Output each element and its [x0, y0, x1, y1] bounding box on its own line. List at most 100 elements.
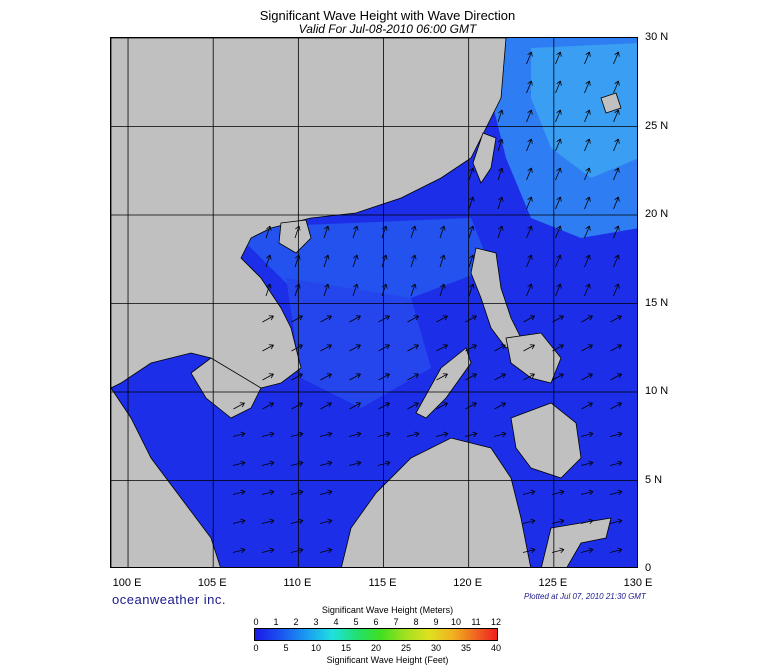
- colorbar-tick-feet: 40: [490, 643, 502, 653]
- wave-direction-arrow: [319, 547, 333, 554]
- map-subtitle: Valid For Jul-08-2010 06:00 GMT: [298, 22, 477, 36]
- wave-direction-arrow: [436, 402, 448, 410]
- wave-direction-arrow: [262, 315, 274, 323]
- wave-direction-arrow: [613, 167, 620, 181]
- wave-direction-arrow: [551, 518, 565, 525]
- wave-direction-arrow: [381, 283, 388, 297]
- wave-direction-arrow: [497, 225, 504, 239]
- longitude-label: 100 E: [112, 577, 142, 589]
- colorbar-tick-meters: 5: [353, 617, 359, 627]
- wave-direction-arrow: [468, 254, 475, 268]
- wave-direction-arrow: [526, 254, 533, 268]
- wave-direction-arrow: [265, 254, 272, 268]
- colorbar-title-meters: Significant Wave Height (Meters): [321, 605, 454, 615]
- wave-direction-arrow: [552, 344, 564, 352]
- wave-direction-arrow: [522, 489, 536, 496]
- wave-direction-arrow: [555, 167, 562, 181]
- wave-direction-arrow: [290, 460, 304, 467]
- wave-direction-arrow: [584, 138, 591, 152]
- land-okinawa-islands: [600, 92, 622, 114]
- land-hainan: [278, 219, 312, 254]
- wave-direction-arrow: [381, 225, 388, 239]
- wave-direction-arrow: [522, 518, 536, 525]
- wave-direction-arrow: [377, 431, 391, 438]
- wave-direction-arrow: [378, 315, 390, 323]
- wave-direction-arrow: [436, 373, 448, 381]
- wave-direction-arrow: [319, 460, 333, 467]
- latitude-label: 30 N: [645, 31, 669, 43]
- wave-direction-arrow: [580, 547, 594, 554]
- colorbar-tick-feet: 20: [370, 643, 382, 653]
- wave-direction-arrow: [523, 344, 535, 352]
- wave-direction-arrow: [526, 283, 533, 297]
- wave-direction-arrow: [555, 51, 562, 65]
- wave-direction-arrow: [581, 315, 593, 323]
- wave-direction-arrow: [584, 109, 591, 123]
- wave-direction-arrow: [552, 315, 564, 323]
- wave-direction-arrow: [584, 254, 591, 268]
- wave-direction-arrow: [613, 254, 620, 268]
- wave-direction-arrow: [580, 460, 594, 467]
- wave-direction-arrow: [584, 225, 591, 239]
- wave-direction-arrow: [232, 547, 246, 554]
- wave-direction-arrow: [232, 518, 246, 525]
- wave-direction-arrow: [323, 254, 330, 268]
- wave-direction-arrow: [613, 80, 620, 94]
- wave-direction-arrow: [613, 196, 620, 210]
- wave-direction-arrow: [613, 109, 620, 123]
- land-malay-peninsula: [111, 387, 221, 567]
- wave-direction-arrow: [584, 80, 591, 94]
- wave-direction-arrow: [584, 51, 591, 65]
- colorbar-tick-meters: 4: [333, 617, 339, 627]
- wave-direction-arrow: [610, 344, 622, 352]
- colorbar-tick-meters: 7: [393, 617, 399, 627]
- wave-direction-arrow: [233, 402, 245, 410]
- wave-direction-arrow: [584, 196, 591, 210]
- colorbar-title-feet: Significant Wave Height (Feet): [326, 655, 449, 665]
- land-taiwan: [472, 132, 497, 184]
- wave-direction-arrow: [609, 460, 623, 467]
- wave-direction-arrow: [261, 547, 275, 554]
- colorbar-tick-meters: 6: [373, 617, 379, 627]
- wave-direction-arrow: [465, 315, 477, 323]
- wave-direction-arrow: [436, 315, 448, 323]
- wave-direction-arrow: [523, 373, 535, 381]
- wave-direction-arrow: [465, 344, 477, 352]
- colorbar-tick-feet: 25: [400, 643, 412, 653]
- wave-direction-arrow: [323, 283, 330, 297]
- wave-map[interactable]: [110, 37, 638, 568]
- wave-direction-arrow: [323, 225, 330, 239]
- colorbar-tick-feet: 35: [460, 643, 472, 653]
- longitude-label: 120 E: [453, 577, 483, 589]
- wave-direction-arrow: [497, 109, 504, 123]
- wave-direction-arrow: [294, 254, 301, 268]
- wave-direction-arrow: [555, 196, 562, 210]
- wave-direction-arrow: [407, 315, 419, 323]
- wave-direction-arrow: [580, 518, 594, 525]
- latitude-label: 0: [645, 562, 652, 574]
- wave-direction-arrow: [290, 547, 304, 554]
- land-asia-mainland: [111, 38, 507, 389]
- wave-direction-arrow: [410, 283, 417, 297]
- land-sulawesi: [541, 517, 612, 567]
- wave-direction-arrow: [261, 518, 275, 525]
- wave-direction-arrow: [555, 225, 562, 239]
- wave-direction-arrow: [232, 489, 246, 496]
- wave-direction-arrow: [439, 283, 446, 297]
- wave-direction-arrow: [497, 138, 504, 152]
- wave-direction-arrow: [493, 431, 507, 438]
- wave-direction-arrow: [435, 431, 449, 438]
- wave-direction-arrow: [407, 402, 419, 410]
- wave-direction-arrow: [291, 373, 303, 381]
- colorbar-tick-meters: 3: [313, 617, 319, 627]
- wave-direction-arrow: [555, 254, 562, 268]
- wave-direction-arrow: [468, 225, 475, 239]
- wave-direction-arrow: [584, 167, 591, 181]
- wave-direction-arrow: [613, 283, 620, 297]
- wave-direction-arrow: [609, 431, 623, 438]
- wave-zone-west: [286, 278, 431, 408]
- colorbar-tick-feet: 10: [310, 643, 322, 653]
- wave-direction-arrow: [555, 283, 562, 297]
- wave-direction-arrow: [290, 489, 304, 496]
- wave-direction-arrow: [551, 547, 565, 554]
